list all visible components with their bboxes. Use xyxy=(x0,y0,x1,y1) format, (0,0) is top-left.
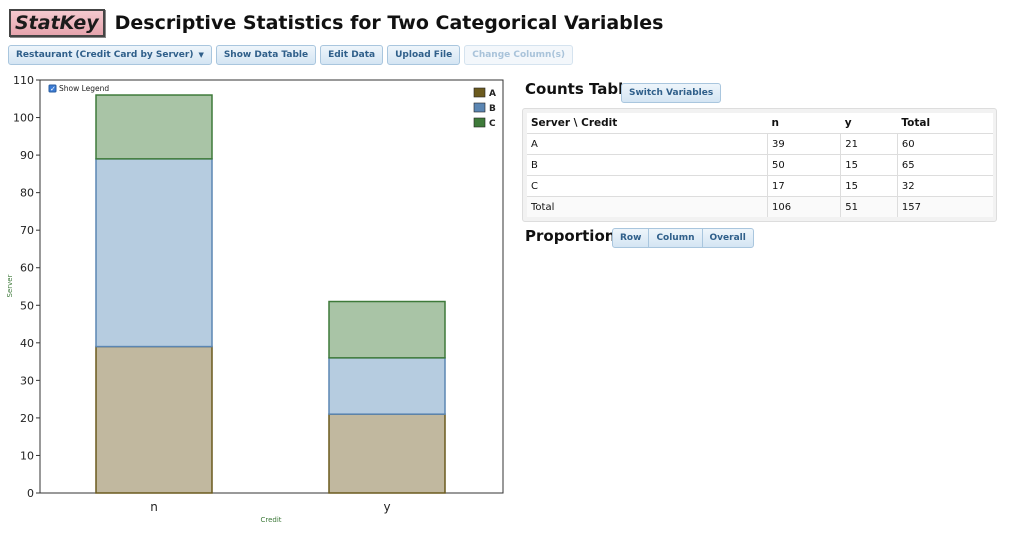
dataset-dropdown[interactable]: Restaurant (Credit Card by Server) ▼ xyxy=(8,45,212,65)
legend-swatch-C xyxy=(473,117,486,128)
bar-segment-C-y xyxy=(328,300,446,359)
y-tick-label: 50 xyxy=(20,299,34,312)
switch-variables-button[interactable]: Switch Variables xyxy=(621,83,722,103)
proportions-column-button[interactable]: Column xyxy=(648,228,703,248)
proportions-overall-button[interactable]: Overall xyxy=(701,228,754,248)
counts-header-row: Server \ Credit n y Total xyxy=(527,113,993,134)
row-label: A xyxy=(527,133,768,155)
y-tick-label: 100 xyxy=(13,112,34,125)
header-cell: y xyxy=(840,113,898,134)
table-row: C 17 15 32 xyxy=(527,175,993,197)
bar-segment-A-n xyxy=(95,345,213,494)
table-cell: 15 xyxy=(840,154,898,176)
header-cell: n xyxy=(767,113,841,134)
bar-segment-A-y xyxy=(328,413,446,494)
y-axis-label: Server xyxy=(6,274,14,297)
table-row: B 50 15 65 xyxy=(527,154,993,176)
legend-swatch-A xyxy=(473,87,486,98)
table-cell: 15 xyxy=(840,175,898,197)
row-label: C xyxy=(527,175,768,197)
counts-table: Server \ Credit n y Total A 39 21 60 B 5… xyxy=(527,113,993,217)
table-cell: 60 xyxy=(896,133,993,155)
legend-label: C xyxy=(489,119,496,129)
y-tick-label: 10 xyxy=(20,449,34,462)
table-cell: 32 xyxy=(896,175,993,197)
upload-file-button[interactable]: Upload File xyxy=(387,45,461,65)
legend-label: A xyxy=(489,89,496,99)
y-tick-label: 90 xyxy=(20,149,34,162)
dataset-label: Restaurant (Credit Card by Server) xyxy=(16,50,194,60)
proportions-title: Proportions xyxy=(525,227,625,245)
x-axis-label: Credit xyxy=(260,516,281,524)
y-tick-label: 110 xyxy=(13,74,34,87)
table-cell: 51 xyxy=(840,196,898,217)
y-tick-label: 30 xyxy=(20,374,34,387)
row-label: B xyxy=(527,154,768,176)
counts-table-title: Counts Table xyxy=(525,80,634,98)
bar-chart: 0 10 20 30 40 50 60 70 80 90 100 110 n y Credit Server ✓… xyxy=(0,70,515,540)
y-tick-label: 80 xyxy=(20,187,34,200)
chevron-down-icon: ▼ xyxy=(198,51,204,59)
y-tick-label: 60 xyxy=(20,262,34,275)
show-legend-checkbox xyxy=(48,84,57,93)
bar-segment-B-y xyxy=(328,357,446,415)
x-tick-label: y xyxy=(383,500,390,514)
table-cell: 65 xyxy=(896,154,993,176)
bar-chart-svg: 0 10 20 30 40 50 60 70 80 90 100 110 n y Credit Server ✓… xyxy=(6,74,504,524)
show-data-table-button[interactable]: Show Data Table xyxy=(215,45,317,65)
table-cell: 157 xyxy=(896,196,993,217)
table-cell: 39 xyxy=(766,133,841,155)
statkey-logo[interactable]: StatKey xyxy=(9,9,105,37)
header: StatKey Descriptive Statistics for Two C… xyxy=(9,8,664,38)
table-cell: 50 xyxy=(766,154,841,176)
header-cell: Server \ Credit xyxy=(527,113,768,134)
proportions-toggle: Row Column Overall xyxy=(612,228,754,248)
change-columns-button: Change Column(s) xyxy=(464,45,574,65)
counts-table-panel: Server \ Credit n y Total A 39 21 60 B 5… xyxy=(522,108,997,222)
row-label: Total xyxy=(527,196,768,217)
page-title: Descriptive Statistics for Two Categoric… xyxy=(114,12,664,34)
x-tick-label: n xyxy=(150,500,158,514)
header-cell: Total xyxy=(897,113,993,134)
table-row: A 39 21 60 xyxy=(527,133,993,155)
proportions-row-button[interactable]: Row xyxy=(612,228,650,248)
show-legend-label: Show Legend xyxy=(59,84,109,93)
y-tick-label: 20 xyxy=(20,412,34,425)
y-tick-label: 40 xyxy=(20,337,34,350)
bar-segment-B-n xyxy=(95,158,213,348)
checkmark-icon: ✓ xyxy=(50,85,56,93)
edit-data-button[interactable]: Edit Data xyxy=(320,45,384,65)
bar-segment-C-n xyxy=(95,94,213,160)
table-cell: 106 xyxy=(766,196,841,217)
y-tick-label: 70 xyxy=(20,224,34,237)
table-cell: 17 xyxy=(766,175,841,197)
legend-label: B xyxy=(489,104,496,114)
table-row-total: Total 106 51 157 xyxy=(527,196,993,217)
y-tick-label: 0 xyxy=(27,487,34,500)
table-cell: 21 xyxy=(840,133,898,155)
legend-swatch-B xyxy=(473,102,486,113)
toolbar: Restaurant (Credit Card by Server) ▼ Sho… xyxy=(8,45,574,65)
